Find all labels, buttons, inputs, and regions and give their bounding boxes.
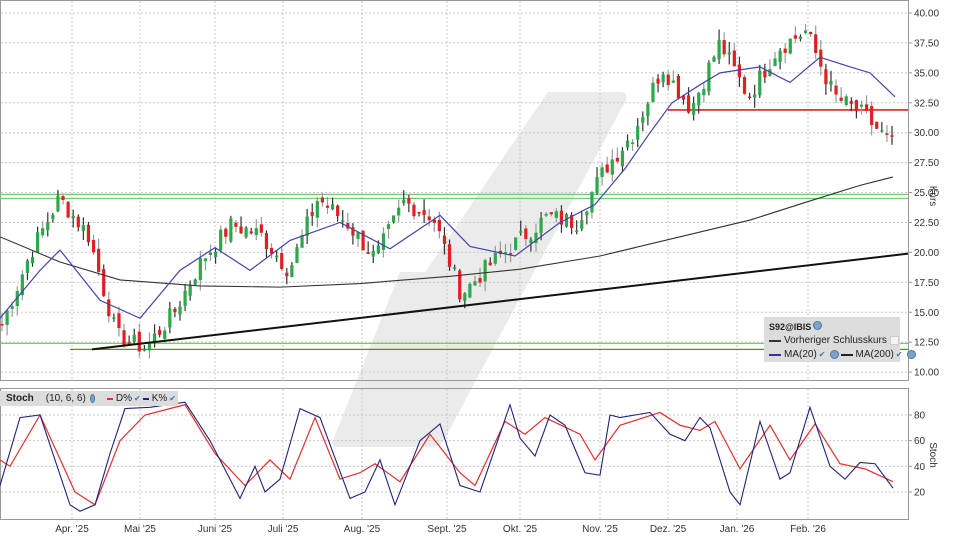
svg-text:22.50: 22.50 xyxy=(914,218,939,229)
ma200-line xyxy=(0,176,894,288)
legend-prev-close: Vorheriger Schlusskurs xyxy=(784,335,887,346)
globe-icon[interactable] xyxy=(829,350,839,359)
check-icon[interactable]: ✔ xyxy=(818,350,826,359)
svg-text:17.50: 17.50 xyxy=(914,278,939,289)
check-icon[interactable]: ✔ xyxy=(133,394,141,403)
legend-instrument: S92@IBIS xyxy=(769,322,812,332)
stoch-title: Stoch xyxy=(6,393,34,404)
svg-text:Okt. '25: Okt. '25 xyxy=(503,524,538,535)
svg-text:Dez. '25: Dez. '25 xyxy=(650,524,687,535)
svg-text:37.50: 37.50 xyxy=(914,38,939,49)
d-swatch-icon xyxy=(106,397,113,400)
price-axis: 40.00 37.50 35.00 32.50 30.00 27.50 25.00 22.50… xyxy=(908,9,939,379)
watermark-logo xyxy=(332,92,627,447)
ma20-swatch-icon xyxy=(769,353,781,356)
main-legend: S92@IBIS Vorheriger Schlusskurs MA(20) ✔ … xyxy=(764,317,916,362)
legend-d: D% xyxy=(115,393,132,404)
svg-text:60: 60 xyxy=(914,436,926,447)
time-axis: Apr. '25 Mai '25 Juni '25 Juli '25 Aug. '25 S… xyxy=(55,524,826,535)
candlesticks xyxy=(0,23,894,359)
legend-ma20: MA(20) xyxy=(784,349,817,360)
svg-text:Sept. '25: Sept. '25 xyxy=(427,524,467,535)
check-icon[interactable]: ✔ xyxy=(895,350,903,359)
grid xyxy=(1,1,908,519)
svg-text:35.00: 35.00 xyxy=(914,68,939,79)
stoch-axis: 80 60 40 20 xyxy=(908,411,926,498)
svg-text:10.00: 10.00 xyxy=(914,368,939,379)
price-axis-title: Kurs xyxy=(927,186,938,207)
main-panel-frame xyxy=(0,0,909,381)
svg-text:20.00: 20.00 xyxy=(914,248,939,259)
svg-text:25.00: 25.00 xyxy=(914,188,939,199)
svg-text:27.50: 27.50 xyxy=(914,158,939,169)
svg-text:15.00: 15.00 xyxy=(914,308,939,319)
svg-text:12.50: 12.50 xyxy=(914,338,939,349)
globe-icon[interactable] xyxy=(906,350,916,359)
stoch-legend: Stoch (10, 6, 6) D% ✔ K% ✔ xyxy=(0,391,178,406)
stoch-k-line xyxy=(0,401,894,512)
svg-text:Mai '25: Mai '25 xyxy=(124,524,156,535)
stoch-d-line xyxy=(0,404,894,506)
checkbox-icon[interactable] xyxy=(889,336,899,345)
dashed-line-icon xyxy=(769,339,781,342)
svg-text:Aug. '25: Aug. '25 xyxy=(344,524,381,535)
svg-text:20: 20 xyxy=(914,487,926,498)
svg-text:Feb. '26: Feb. '26 xyxy=(790,524,826,535)
ma20-line xyxy=(0,56,896,319)
svg-text:80: 80 xyxy=(914,411,926,422)
trendline xyxy=(91,252,909,351)
svg-text:40.00: 40.00 xyxy=(914,9,939,20)
svg-text:30.00: 30.00 xyxy=(914,128,939,139)
svg-text:Juli '25: Juli '25 xyxy=(268,524,299,535)
svg-text:Jan. '26: Jan. '26 xyxy=(720,524,755,535)
stoch-panel-frame xyxy=(0,388,909,520)
svg-text:Nov. '25: Nov. '25 xyxy=(582,524,618,535)
check-icon[interactable]: ✔ xyxy=(169,394,176,403)
stoch-axis-title: Stoch xyxy=(927,442,938,468)
ma200-swatch-icon xyxy=(840,353,853,356)
legend-k: K% xyxy=(151,393,168,404)
globe-icon[interactable] xyxy=(89,394,95,403)
svg-text:40: 40 xyxy=(914,462,926,473)
globe-icon[interactable] xyxy=(813,321,823,330)
stoch-params: (10, 6, 6) xyxy=(45,393,86,404)
legend-ma200: MA(200) xyxy=(855,349,894,360)
svg-text:Apr. '25: Apr. '25 xyxy=(55,524,89,535)
svg-text:32.50: 32.50 xyxy=(914,98,939,109)
k-swatch-icon xyxy=(142,397,149,400)
svg-text:Juni '25: Juni '25 xyxy=(198,524,233,535)
